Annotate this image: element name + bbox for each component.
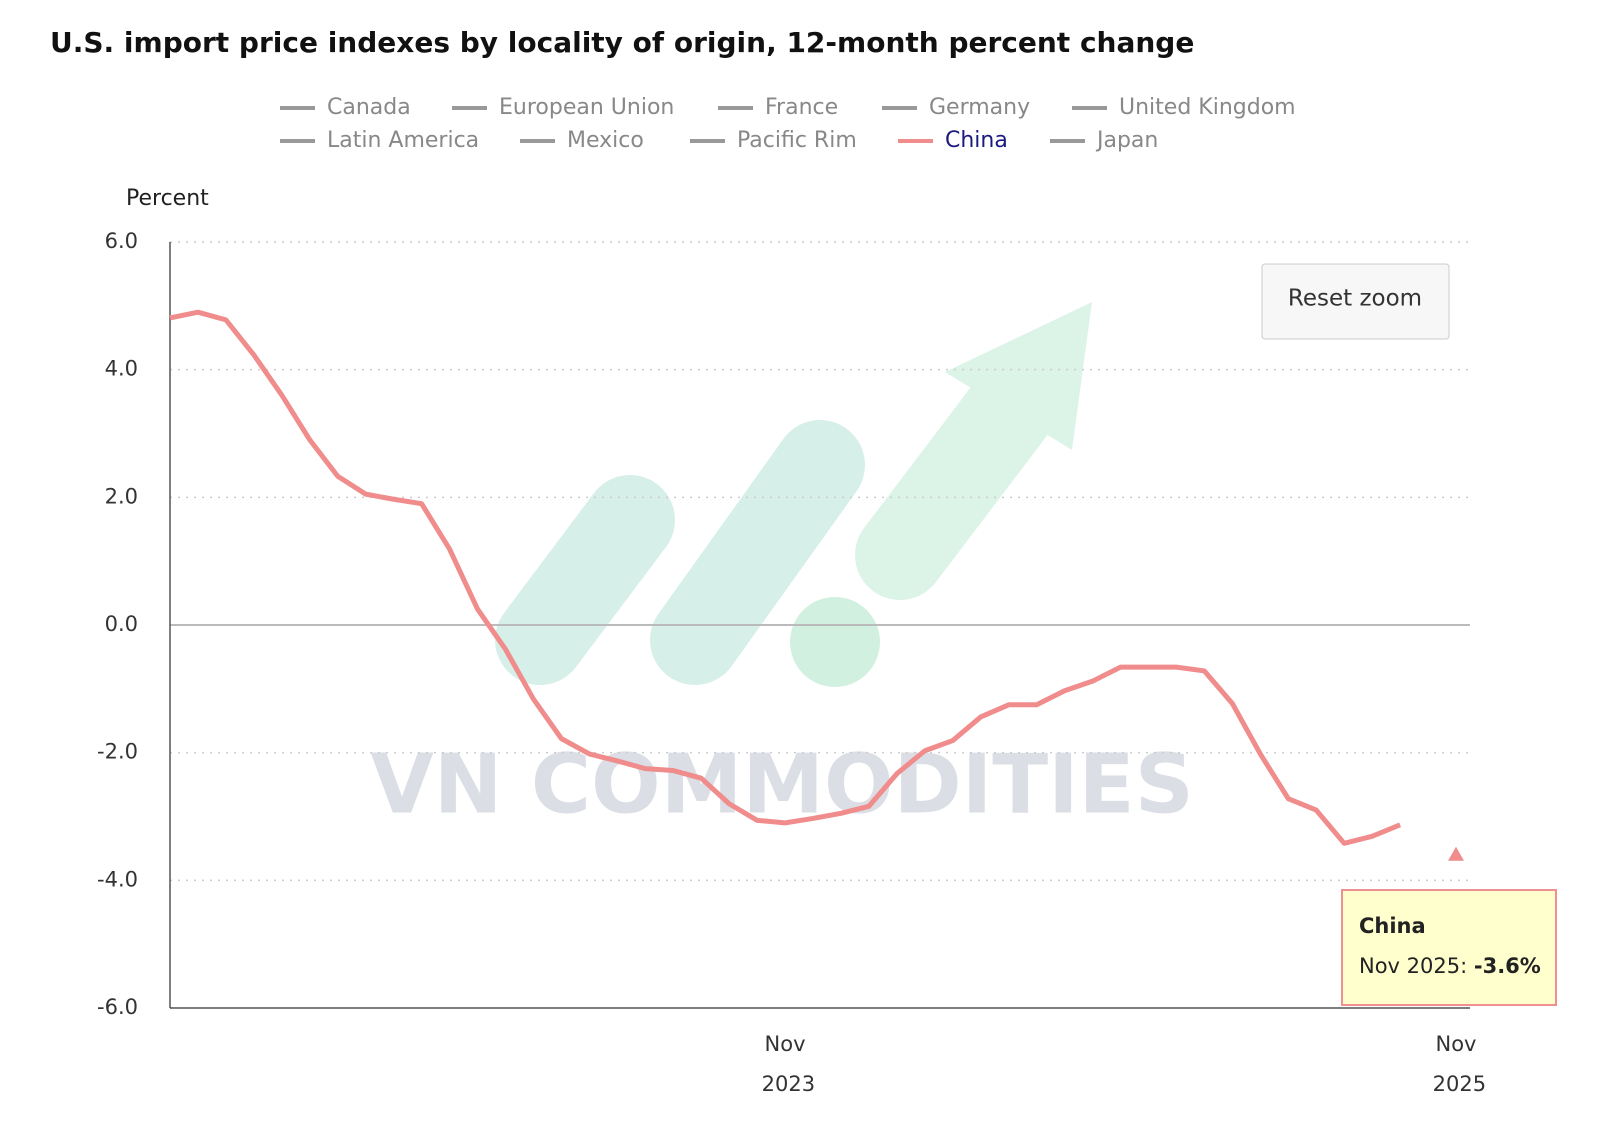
legend-label[interactable]: Mexico xyxy=(567,128,644,153)
x-tick-label: Nov 2023 xyxy=(755,1032,815,1096)
tooltip-number: -3.6% xyxy=(1474,954,1541,978)
tooltip-series: China xyxy=(1359,914,1426,938)
legend-item[interactable]: France xyxy=(718,95,838,120)
y-tick-label: -6.0 xyxy=(97,995,138,1019)
legend-label[interactable]: Pacific Rim xyxy=(737,128,857,153)
legend-item[interactable]: Pacific Rim xyxy=(690,128,857,153)
tooltip-box xyxy=(1341,889,1557,1006)
legend-label[interactable]: Latin America xyxy=(327,128,479,153)
legend-item[interactable]: Mexico xyxy=(520,128,644,153)
y-tick-label: -2.0 xyxy=(97,740,138,764)
reset-zoom-button[interactable]: Reset zoom xyxy=(1261,263,1450,340)
watermark: VN COMMODITIES xyxy=(370,737,1194,832)
legend-item[interactable]: Latin America xyxy=(280,128,479,153)
tooltip-category: Nov 2025 xyxy=(1359,954,1460,978)
legend-item[interactable]: United Kingdom xyxy=(1072,95,1296,120)
chart-title: U.S. import price indexes by locality of… xyxy=(50,26,1194,59)
legend-label[interactable]: Germany xyxy=(929,95,1030,120)
legend-label[interactable]: China xyxy=(945,128,1008,153)
x-tick-label: Nov 2025 xyxy=(1426,1032,1486,1096)
button-box[interactable] xyxy=(1261,263,1450,340)
legend-item[interactable]: Japan xyxy=(1050,128,1158,153)
legend-item[interactable]: Canada xyxy=(280,95,411,120)
y-tick-label: 4.0 xyxy=(105,357,138,381)
tooltip: China Nov 2025: -3.6% xyxy=(1341,889,1557,1006)
y-tick-label: 0.0 xyxy=(105,612,138,636)
legend-item[interactable]: China xyxy=(898,128,1008,153)
y-tick-label: 2.0 xyxy=(105,484,138,508)
watermark-logo xyxy=(495,302,1092,687)
tooltip-value: Nov 2025: -3.6% xyxy=(1359,954,1541,978)
legend-item[interactable]: European Union xyxy=(452,95,674,120)
y-tick-label: 6.0 xyxy=(105,229,138,253)
data-line xyxy=(169,309,1402,846)
legend-label[interactable]: France xyxy=(765,95,838,120)
legend-label[interactable]: Canada xyxy=(327,95,411,120)
button-label[interactable]: Reset zoom xyxy=(1288,286,1422,312)
data-point xyxy=(1448,846,1464,861)
legend-label[interactable]: Japan xyxy=(1095,128,1158,153)
legend-label[interactable]: European Union xyxy=(499,95,674,120)
legend-item[interactable]: Germany xyxy=(882,95,1030,120)
y-tick-label: -4.0 xyxy=(97,867,138,891)
legend-label[interactable]: United Kingdom xyxy=(1119,95,1296,120)
y-axis-label: Percent xyxy=(126,186,209,211)
